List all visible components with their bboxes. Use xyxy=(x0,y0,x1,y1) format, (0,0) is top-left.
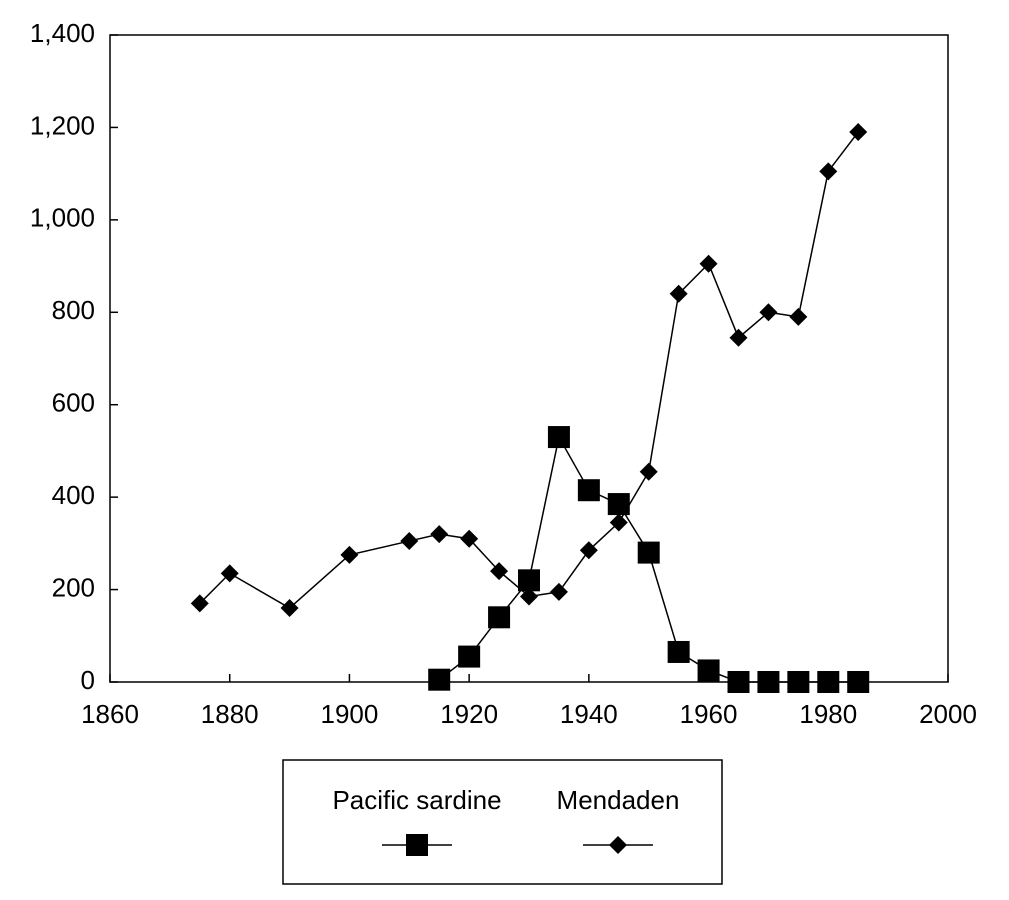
legend-label: Mendaden xyxy=(557,785,680,815)
legend-box xyxy=(282,759,723,885)
diamond-marker xyxy=(520,587,538,606)
diamond-marker xyxy=(490,562,509,581)
square-marker xyxy=(787,671,810,693)
square-marker xyxy=(518,569,540,592)
y-tick-label: 1,200 xyxy=(30,110,95,140)
diamond-marker xyxy=(220,564,239,583)
y-tick-label: 0 xyxy=(81,665,95,695)
plot-frame xyxy=(109,34,949,683)
square-marker xyxy=(727,671,750,693)
x-tick-label: 1980 xyxy=(799,699,857,729)
square-marker xyxy=(757,671,780,693)
x-tick-label: 1960 xyxy=(680,699,738,729)
x-tick-label: 2000 xyxy=(919,699,977,729)
diamond-marker xyxy=(549,582,568,601)
square-marker xyxy=(847,671,870,693)
diamond-marker xyxy=(849,123,868,142)
diamond-marker xyxy=(729,328,748,347)
diamond-marker xyxy=(340,545,359,564)
square-marker xyxy=(406,834,428,856)
y-tick-label: 600 xyxy=(52,388,95,418)
square-marker xyxy=(637,541,660,564)
square-marker xyxy=(697,659,720,682)
y-tick-label: 800 xyxy=(52,295,95,325)
y-tick-label: 200 xyxy=(52,572,95,602)
x-tick-label: 1920 xyxy=(440,699,498,729)
diamond-marker xyxy=(609,836,627,854)
x-tick-label: 1880 xyxy=(201,699,259,729)
diamond-marker xyxy=(400,532,419,551)
diamond-marker xyxy=(430,525,449,544)
square-marker xyxy=(577,479,600,502)
square-marker xyxy=(547,426,570,449)
diamond-marker xyxy=(190,594,209,613)
diamond-marker xyxy=(819,162,838,181)
square-marker xyxy=(458,645,481,668)
x-tick-label: 1900 xyxy=(321,699,379,729)
diamond-marker xyxy=(280,599,299,618)
legend-label: Pacific sardine xyxy=(332,785,501,815)
diamond-marker xyxy=(609,513,628,532)
y-tick-label: 400 xyxy=(52,480,95,510)
diamond-marker xyxy=(759,303,778,322)
y-tick-label: 1,000 xyxy=(30,203,95,233)
series-line xyxy=(199,131,859,609)
diamond-marker xyxy=(699,254,718,273)
square-marker xyxy=(607,493,630,516)
square-marker xyxy=(488,606,511,629)
square-marker xyxy=(667,640,690,663)
diamond-marker xyxy=(579,541,598,560)
y-tick-label: 1,400 xyxy=(30,18,95,48)
x-tick-label: 1860 xyxy=(81,699,139,729)
square-marker xyxy=(428,668,451,691)
diamond-marker xyxy=(789,307,808,326)
diamond-marker xyxy=(460,529,479,548)
square-marker xyxy=(817,671,840,693)
diamond-marker xyxy=(639,462,658,481)
x-tick-label: 1940 xyxy=(560,699,618,729)
diamond-marker xyxy=(669,284,688,303)
